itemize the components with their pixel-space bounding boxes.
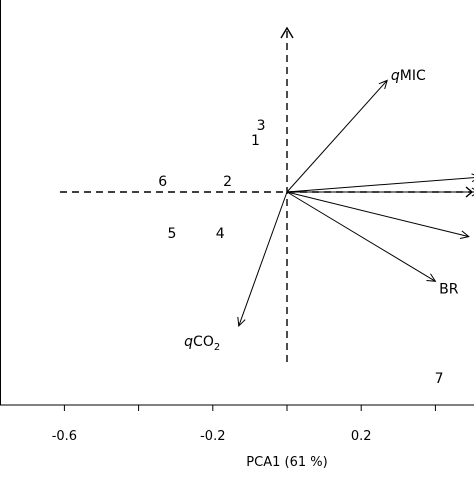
loading-arrows: qMIC qCO2 BR <box>184 68 474 353</box>
loading-arrow-line <box>238 191 288 327</box>
loading-label: qMIC <box>391 68 426 84</box>
loading-arrow-line <box>286 177 474 193</box>
loading-arrowhead <box>378 79 388 90</box>
score-point-label: 5 <box>168 226 177 242</box>
x-tick-label: -0.2 <box>200 429 225 444</box>
x-tick-label: 0.2 <box>351 429 372 444</box>
score-points: 1 2 3 4 5 6 7 <box>158 118 443 387</box>
vertical-arrowhead <box>280 26 294 39</box>
score-point-label: 1 <box>251 133 260 149</box>
x-ticks: -0.6 -0.2 0.2 <box>52 405 436 444</box>
score-point-label: 6 <box>158 174 167 190</box>
loading-arrow-line <box>286 191 469 238</box>
x-axis-title: PCA1 (61 %) <box>246 455 327 470</box>
score-point-label: 7 <box>435 371 444 387</box>
loading-arrowhead <box>237 316 246 328</box>
loading-label: qCO2 <box>184 334 220 353</box>
loading-arrowhead <box>426 273 437 282</box>
loading-arrowhead <box>459 230 470 239</box>
x-tick-label: -0.6 <box>52 429 77 444</box>
score-point-label: 2 <box>223 174 232 190</box>
score-point-label: 3 <box>257 118 266 134</box>
loading-label: BR <box>439 282 459 298</box>
loading-arrow-line <box>286 80 388 193</box>
loading-arrow-line <box>286 191 436 282</box>
score-point-label: 4 <box>216 226 225 242</box>
